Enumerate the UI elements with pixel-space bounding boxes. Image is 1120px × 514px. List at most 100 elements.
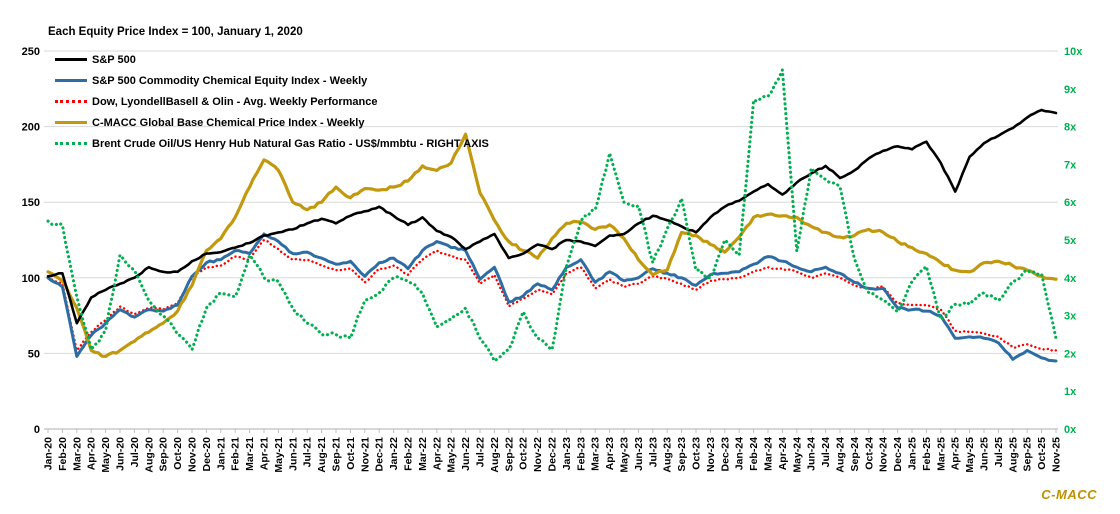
right-axis-tick-label: 9x: [1064, 84, 1077, 96]
x-axis-tick-label: Sep-24: [849, 437, 861, 472]
right-axis-tick-label: 8x: [1064, 122, 1077, 134]
legend-item-cmacc-price-index: C-MACC Global Base Chemical Price Index …: [55, 112, 489, 133]
legend: S&P 500 S&P 500 Commodity Chemical Equit…: [55, 49, 489, 154]
x-axis-tick-label: Jun-22: [460, 437, 472, 471]
x-axis-tick-label: Jul-22: [475, 437, 487, 468]
x-axis-tick-label: Oct-23: [691, 437, 703, 470]
right-axis-tick-label: 5x: [1064, 235, 1077, 247]
sp500-line-swatch: [55, 58, 87, 61]
chem-equity-line-swatch: [55, 79, 87, 82]
x-axis-tick-label: Feb-24: [748, 437, 760, 471]
x-axis-tick-label: Mar-24: [763, 437, 775, 471]
x-axis-tick-label: Jun-25: [979, 437, 991, 471]
x-axis-tick-label: Sep-25: [1022, 437, 1034, 472]
y-axis-tick-label: 200: [22, 122, 40, 134]
x-axis-tick-label: Oct-20: [172, 437, 184, 470]
dow-lyb-olin-line-swatch: [55, 100, 87, 103]
x-axis-tick-label: Jan-23: [561, 437, 573, 470]
x-axis-tick-label: Sep-20: [158, 437, 170, 472]
x-axis-tick-label: Jan-25: [907, 437, 919, 470]
x-axis-tick-label: Jan-22: [388, 437, 400, 470]
x-axis-tick-label: Aug-21: [316, 437, 328, 473]
x-axis-tick-label: Sep-22: [503, 437, 515, 472]
x-axis-tick-label: Nov-24: [878, 437, 890, 472]
x-axis-tick-label: Aug-20: [143, 437, 155, 473]
right-axis-tick-label: 2x: [1064, 348, 1077, 360]
x-axis-tick-label: Aug-25: [1007, 437, 1019, 473]
x-axis-tick-label: Jun-24: [806, 437, 818, 471]
legend-item-dow-lyb-olin: Dow, LyondellBasell & Olin - Avg. Weekly…: [55, 91, 489, 112]
x-axis-tick-label: Mar-25: [935, 437, 947, 471]
x-axis-tick-label: May-23: [619, 437, 631, 473]
x-axis-tick-label: Apr-20: [86, 437, 98, 470]
x-axis-tick-label: Nov-21: [359, 437, 371, 472]
legend-item-chem-equity: S&P 500 Commodity Chemical Equity Index …: [55, 70, 489, 91]
y-axis-tick-label: 100: [22, 273, 40, 285]
x-axis-tick-label: Jul-25: [993, 437, 1005, 468]
x-axis-tick-label: Jun-20: [115, 437, 127, 471]
x-axis-tick-label: Oct-25: [1036, 437, 1048, 470]
x-axis-tick-label: Nov-20: [187, 437, 199, 472]
x-axis-tick-label: Feb-20: [57, 437, 69, 471]
series-line-0: [46, 108, 1058, 325]
legend-label: C-MACC Global Base Chemical Price Index …: [92, 116, 365, 129]
x-axis-tick-label: Oct-21: [345, 437, 357, 470]
x-axis-tick-label: Mar-23: [590, 437, 602, 471]
right-axis-tick-label: 3x: [1064, 311, 1077, 323]
x-axis-tick-label: Dec-22: [547, 437, 559, 472]
cmacc-price-index-line-swatch: [55, 121, 87, 124]
x-axis-tick-label: Aug-23: [662, 437, 674, 473]
chart-title: Each Equity Price Index = 100, January 1…: [48, 26, 303, 38]
right-axis-tick-label: 10x: [1064, 46, 1083, 58]
cmacc-logo: C-MACC: [1041, 487, 1097, 502]
x-axis-tick-label: Feb-22: [403, 437, 415, 471]
x-axis-tick-label: Nov-25: [1051, 437, 1063, 472]
x-axis-tick-label: Dec-24: [892, 437, 904, 472]
right-axis-tick-label: 4x: [1064, 273, 1077, 285]
y-axis-tick-label: 250: [22, 46, 40, 58]
y-axis-tick-label: 0: [34, 424, 40, 436]
x-axis-tick-label: Feb-23: [575, 437, 587, 471]
legend-label: S&P 500 Commodity Chemical Equity Index …: [92, 74, 368, 87]
x-axis-tick-label: Jun-23: [633, 437, 645, 471]
x-axis-tick-label: May-22: [446, 437, 458, 473]
right-axis-tick-label: 6x: [1064, 197, 1077, 209]
x-axis-tick-label: Apr-21: [259, 437, 271, 470]
x-axis-tick-label: May-24: [791, 437, 803, 473]
x-axis-tick-label: Apr-24: [777, 437, 789, 470]
x-axis-tick-label: Apr-22: [431, 437, 443, 470]
x-axis-tick-label: Aug-22: [489, 437, 501, 473]
series-line-1: [46, 232, 1058, 363]
right-axis-tick-label: 0x: [1064, 424, 1077, 436]
legend-label: S&P 500: [92, 53, 136, 66]
x-axis-tick-label: Nov-22: [532, 437, 544, 472]
legend-item-sp500: S&P 500: [55, 49, 489, 70]
x-axis-tick-label: Jun-21: [287, 437, 299, 471]
y-axis-tick-label: 150: [22, 197, 40, 209]
legend-label: Brent Crude Oil/US Henry Hub Natural Gas…: [92, 137, 489, 150]
x-axis-tick-label: Dec-20: [201, 437, 213, 472]
x-axis-tick-label: Mar-20: [71, 437, 83, 471]
x-axis-tick-label: Aug-24: [835, 437, 847, 473]
x-axis-tick-label: May-20: [100, 437, 112, 473]
x-axis-tick-label: Jan-21: [215, 437, 227, 470]
x-axis-tick-label: Nov-23: [705, 437, 717, 472]
x-axis-tick-label: Jul-20: [129, 437, 141, 468]
x-axis-tick-label: Jul-21: [302, 437, 314, 468]
legend-item-brent-henryhub-ratio: Brent Crude Oil/US Henry Hub Natural Gas…: [55, 133, 489, 154]
brent-henryhub-ratio-line-swatch: [55, 142, 87, 145]
x-axis-tick-label: Sep-21: [331, 437, 343, 472]
x-axis-tick-label: Dec-23: [719, 437, 731, 472]
x-axis-tick-label: Jul-24: [820, 437, 832, 468]
x-axis-tick-label: Mar-21: [244, 437, 256, 471]
x-axis-tick-label: May-25: [964, 437, 976, 473]
legend-label: Dow, LyondellBasell & Olin - Avg. Weekly…: [92, 95, 378, 108]
x-axis-tick-label: Dec-21: [374, 437, 386, 472]
x-axis-tick-label: Apr-25: [950, 437, 962, 470]
x-axis-tick-label: Jan-20: [43, 437, 55, 470]
series-line-4: [46, 68, 1058, 363]
x-axis-tick-label: Feb-25: [921, 437, 933, 471]
y-axis-tick-label: 50: [28, 348, 40, 360]
x-axis-tick-label: Oct-22: [518, 437, 530, 470]
